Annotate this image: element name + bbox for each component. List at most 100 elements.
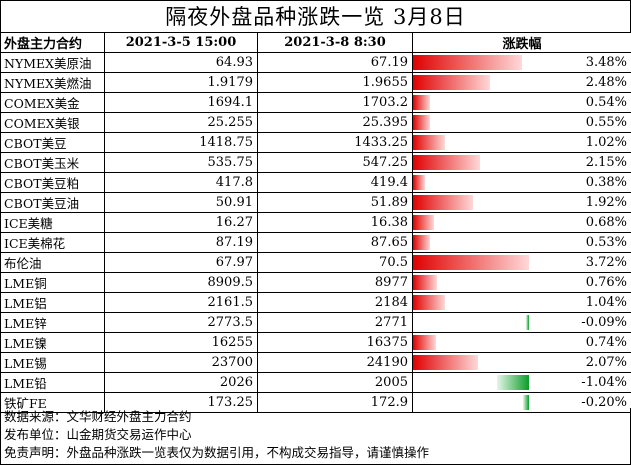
change-bar-positive: [413, 195, 473, 210]
header-prev-time: 2021-3-5 15:00: [104, 32, 258, 53]
change-bar-positive: [413, 135, 445, 150]
table-row: CBOT美豆 1418.75 1433.25 1.02%: [0, 132, 631, 153]
prev-price: 16255: [104, 332, 258, 353]
prev-price: 535.75: [104, 152, 258, 173]
contract-name: CBOT美玉米: [0, 152, 105, 173]
table-row: 铁矿FE 173.25 172.9 -0.20%: [0, 392, 631, 413]
change-cell: 0.74%: [412, 332, 631, 353]
change-bar-positive: [413, 295, 445, 310]
change-cell: 3.48%: [412, 52, 631, 73]
table-row: LME镍 16255 16375 0.74%: [0, 332, 631, 353]
table-row: CBOT美豆油 50.91 51.89 1.92%: [0, 192, 631, 213]
note-source: 数据来源：文华财经外盘主力合约: [4, 409, 192, 424]
curr-price: 2184: [257, 292, 413, 313]
prev-price: 67.97: [104, 252, 258, 273]
prev-price: 23700: [104, 352, 258, 373]
change-bar-positive: [413, 95, 430, 110]
change-value: 2.15%: [585, 155, 627, 170]
table-row: LME锡 23700 24190 2.07%: [0, 352, 631, 373]
contract-name: COMEX美银: [0, 112, 105, 133]
prev-price: 2161.5: [104, 292, 258, 313]
contract-name: LME锌: [0, 312, 105, 333]
table-row: CBOT美豆粕 417.8 419.4 0.38%: [0, 172, 631, 193]
contract-name: LME镍: [0, 332, 105, 353]
table-row: CBOT美玉米 535.75 547.25 2.15%: [0, 152, 631, 173]
curr-price: 16375: [257, 332, 413, 353]
change-cell: 3.72%: [412, 252, 631, 273]
curr-price: 2005: [257, 372, 413, 393]
change-bar-positive: [413, 355, 478, 370]
curr-price: 1.9655: [257, 72, 413, 93]
table-row: LME铜 8909.5 8977 0.76%: [0, 272, 631, 293]
contract-name: NYMEX美燃油: [0, 72, 105, 93]
quote-table: 外盘主力合约 2021-3-5 15:00 2021-3-8 8:30 涨跌幅 …: [0, 32, 631, 413]
curr-price: 25.395: [257, 112, 413, 133]
change-bar-positive: [413, 115, 430, 130]
contract-name: LME铝: [0, 292, 105, 313]
curr-price: 547.25: [257, 152, 413, 173]
change-cell: 1.04%: [412, 292, 631, 313]
curr-price: 419.4: [257, 172, 413, 193]
contract-name: CBOT美豆: [0, 132, 105, 153]
change-bar-positive: [413, 155, 480, 170]
prev-price: 1418.75: [104, 132, 258, 153]
change-value: 1.04%: [585, 295, 627, 310]
curr-price: 16.38: [257, 212, 413, 233]
change-bar-positive: [413, 335, 436, 350]
contract-name: LME铅: [0, 372, 105, 393]
change-bar-negative: [497, 375, 529, 390]
prev-price: 64.93: [104, 52, 258, 73]
change-cell: 2.07%: [412, 352, 631, 373]
table-row: 布伦油 67.97 70.5 3.72%: [0, 252, 631, 273]
change-bar-positive: [413, 75, 490, 90]
curr-price: 1433.25: [257, 132, 413, 153]
table-row: LME铅 2026 2005 -1.04%: [0, 372, 631, 393]
curr-price: 172.9: [257, 392, 413, 413]
change-cell: 0.76%: [412, 272, 631, 293]
change-value: 3.72%: [585, 255, 627, 270]
curr-price: 24190: [257, 352, 413, 373]
prev-price: 2026: [104, 372, 258, 393]
change-bar-positive: [413, 255, 529, 270]
change-cell: 0.38%: [412, 172, 631, 193]
change-bar-positive: [413, 215, 434, 230]
table-header-row: 外盘主力合约 2021-3-5 15:00 2021-3-8 8:30 涨跌幅: [0, 32, 631, 53]
change-bar-positive: [413, 235, 430, 250]
contract-name: LME锡: [0, 352, 105, 373]
curr-price: 51.89: [257, 192, 413, 213]
table-row: COMEX美金 1694.1 1703.2 0.54%: [0, 92, 631, 113]
table-row: ICE美糖 16.27 16.38 0.68%: [0, 212, 631, 233]
curr-price: 2771: [257, 312, 413, 333]
table-row: NYMEX美燃油 1.9179 1.9655 2.48%: [0, 72, 631, 93]
change-value: -1.04%: [581, 375, 627, 390]
contract-name: CBOT美豆油: [0, 192, 105, 213]
contract-name: ICE美棉花: [0, 232, 105, 253]
prev-price: 8909.5: [104, 272, 258, 293]
change-cell: 1.92%: [412, 192, 631, 213]
contract-name: 铁矿FE: [0, 392, 105, 413]
change-value: 0.38%: [585, 175, 627, 190]
curr-price: 1703.2: [257, 92, 413, 113]
prev-price: 1694.1: [104, 92, 258, 113]
curr-price: 87.65: [257, 232, 413, 253]
header-contract: 外盘主力合约: [0, 32, 105, 53]
change-cell: 1.02%: [412, 132, 631, 153]
change-value: -0.20%: [581, 395, 627, 410]
prev-price: 2773.5: [104, 312, 258, 333]
change-value: 1.02%: [585, 135, 627, 150]
change-value: 2.48%: [585, 75, 627, 90]
contract-name: CBOT美豆粕: [0, 172, 105, 193]
change-bar-positive: [413, 275, 437, 290]
change-bar-positive: [413, 55, 522, 70]
change-value: 0.53%: [585, 235, 627, 250]
change-cell: -0.09%: [412, 312, 631, 333]
contract-name: LME铜: [0, 272, 105, 293]
curr-price: 8977: [257, 272, 413, 293]
contract-name: 布伦油: [0, 252, 105, 273]
change-value: 0.76%: [585, 275, 627, 290]
change-cell: 0.54%: [412, 92, 631, 113]
change-cell: -0.20%: [412, 392, 631, 413]
change-value: 3.48%: [585, 55, 627, 70]
change-cell: 0.53%: [412, 232, 631, 253]
